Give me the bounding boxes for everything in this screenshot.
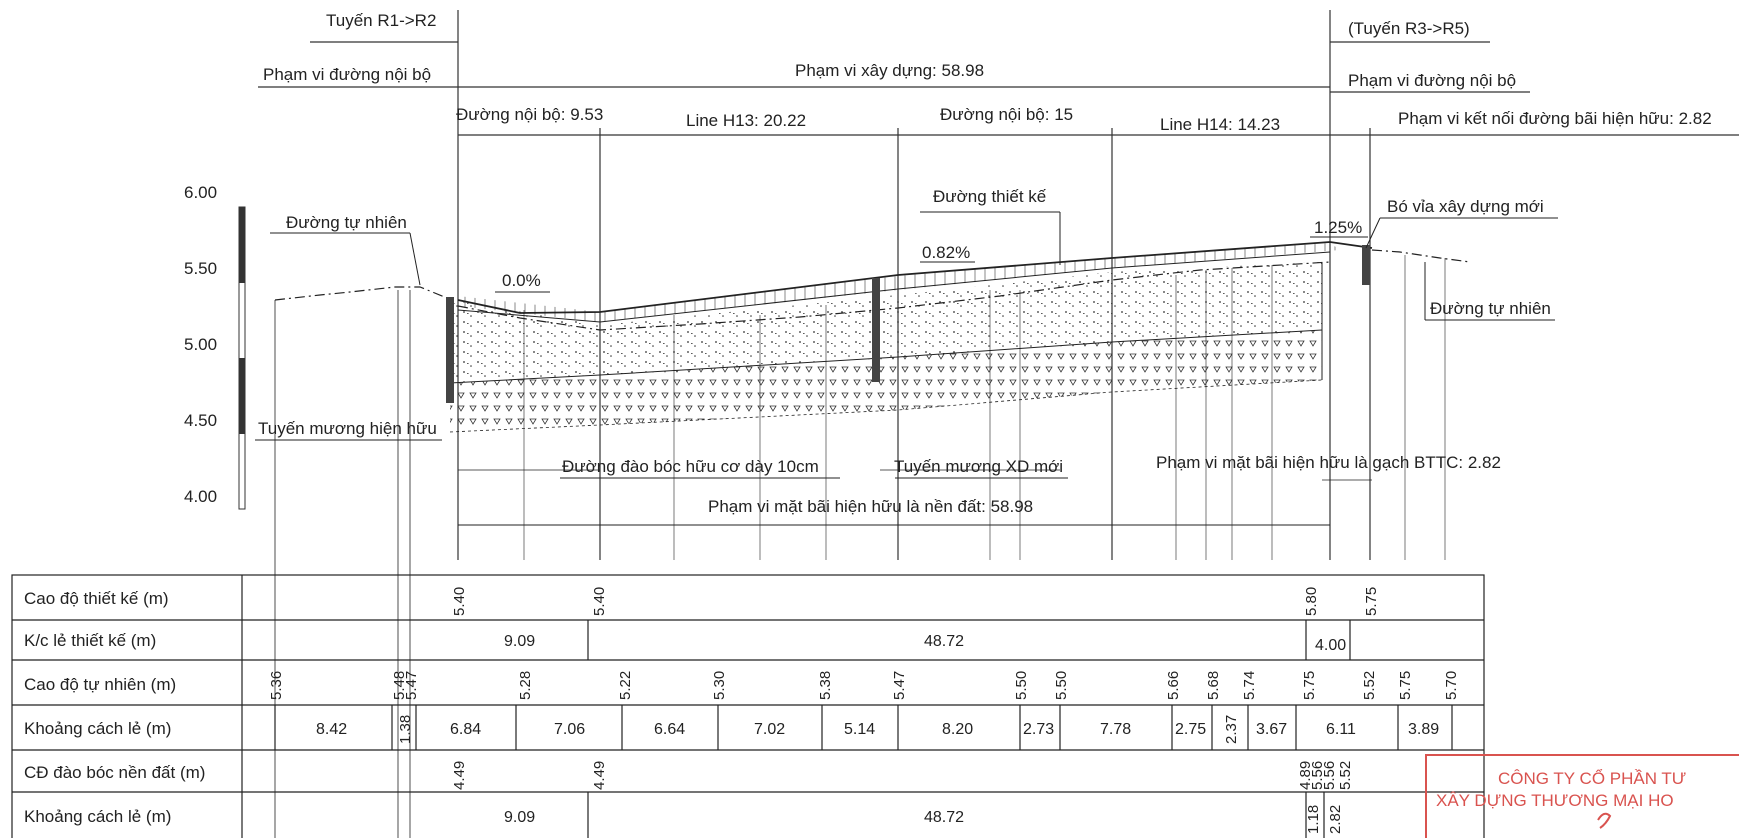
natural-elevation-values: 5.36 5.48 5.47 5.28 5.22 5.30 5.38 5.47 …: [268, 671, 1460, 700]
stamp-mark-icon: [1598, 814, 1610, 828]
construction-range-label: Phạm vi xây dựng: 58.98: [795, 61, 984, 80]
table-cell: 2.75: [1175, 721, 1206, 738]
table-cell: 48.72: [924, 809, 964, 826]
table-cell: 5.68: [1205, 671, 1222, 700]
table-cell: 5.56: [1321, 761, 1338, 790]
data-table: [12, 575, 1484, 838]
table-cell: 4.49: [451, 761, 468, 790]
stamp-line-2: XÂY DỰNG THƯƠNG MẠI HO: [1436, 791, 1674, 810]
row-strip-distance-label: Khoảng cách lẻ (m): [24, 807, 171, 826]
scale-label: 4.50: [184, 411, 217, 430]
strip-elevation-values: 4.49 4.49 4.89 5.56 5.56 5.52: [451, 761, 1354, 790]
table-cell: 2.82: [1327, 805, 1344, 834]
table-cell: 5.30: [711, 671, 728, 700]
table-cell: 5.75: [1397, 671, 1414, 700]
table-cell: 4.49: [591, 761, 608, 790]
elevation-scale-bar: [239, 207, 245, 509]
table-cell: 6.64: [654, 721, 685, 738]
table-cell: 5.28: [517, 671, 534, 700]
table-cell: 6.84: [450, 721, 481, 738]
design-elevation-values: 5.40 5.40 5.80 5.75: [451, 587, 1380, 616]
table-cell: 5.75: [1363, 587, 1380, 616]
internal-road-right-label: Phạm vi đường nội bộ: [1348, 71, 1516, 90]
table-cell: 4.00: [1315, 637, 1346, 654]
design-road-label: Đường thiết kế: [933, 187, 1047, 206]
natural-road-left-label: Đường tự nhiên: [286, 213, 407, 232]
table-cell: 2.37: [1223, 715, 1240, 744]
table-cell: 1.18: [1305, 805, 1322, 834]
table-cell: 5.52: [1337, 761, 1354, 790]
strip-distance-values: 9.09 48.72 1.18 2.82: [504, 805, 1344, 834]
scale-labels: 6.00 5.50 5.00 4.50 4.00: [184, 183, 217, 506]
line-h14-label: Line H14: 14.23: [1160, 115, 1280, 134]
slope-082-label: 0.82%: [922, 243, 970, 262]
new-curb-label: Bó vỉa xây dựng mới: [1387, 197, 1544, 216]
internal-road-left-label: Phạm vi đường nội bộ: [263, 65, 431, 84]
table-cell: 5.50: [1013, 671, 1030, 700]
table-cell: 5.40: [451, 587, 468, 616]
road-15-label: Đường nội bộ: 15: [940, 105, 1073, 124]
row-design-distance-label: K/c lẻ thiết kế (m): [24, 631, 156, 650]
table-cell: 3.67: [1256, 721, 1287, 738]
scale-label: 6.00: [184, 183, 217, 202]
table-row-labels: Cao độ thiết kế (m) K/c lẻ thiết kế (m) …: [24, 589, 205, 826]
table-cell: 5.75: [1301, 671, 1318, 700]
stripping-label: Đường đào bóc hữu cơ dày 10cm: [562, 457, 819, 476]
design-distance-values: 9.09 48.72 4.00: [504, 633, 1346, 654]
table-cell: 5.47: [403, 671, 420, 700]
row-natural-elevation-label: Cao độ tự nhiên (m): [24, 675, 176, 694]
table-cell: 5.14: [844, 721, 875, 738]
table-cell: 5.40: [591, 587, 608, 616]
natural-distance-values: 8.42 1.38 6.84 7.06 6.64 7.02 5.14 8.20 …: [316, 715, 1439, 744]
scale-label: 4.00: [184, 487, 217, 506]
table-cell: 5.52: [1361, 671, 1378, 700]
table-cell: 1.38: [397, 715, 414, 744]
new-ditch-label: Tuyến mương XD mới: [894, 457, 1063, 476]
table-cell: 5.66: [1165, 671, 1182, 700]
row-natural-distance-label: Khoảng cách lẻ (m): [24, 719, 171, 738]
natural-road-right-label: Đường tự nhiên: [1430, 299, 1551, 318]
table-cell: 9.09: [504, 633, 535, 650]
table-cell: 5.50: [1053, 671, 1070, 700]
scale-label: 5.50: [184, 259, 217, 278]
table-cell: 5.74: [1241, 671, 1258, 700]
table-cell: 7.78: [1100, 721, 1131, 738]
table-cell: 9.09: [504, 809, 535, 826]
earth-surface-label: Phạm vi mặt bãi hiện hữu là nền đất: 58.…: [708, 497, 1033, 516]
scale-label: 5.00: [184, 335, 217, 354]
table-cell: 8.42: [316, 721, 347, 738]
table-cell: 48.72: [924, 633, 964, 650]
line-h13-label: Line H13: 20.22: [686, 111, 806, 130]
row-design-elevation-label: Cao độ thiết kế (m): [24, 589, 169, 608]
layer-fill: [450, 243, 1340, 432]
stamp-line-1: CÔNG TY CỔ PHẦN TƯ: [1498, 769, 1686, 788]
table-cell: 5.70: [1443, 671, 1460, 700]
table-cell: 2.73: [1023, 721, 1054, 738]
top-labels: Tuyến R1->R2 (Tuyến R3->R5) Phạm vi đườn…: [263, 11, 1712, 134]
table-cell: 6.11: [1326, 721, 1356, 738]
table-cell: 5.36: [268, 671, 285, 700]
brick-surface-label: Phạm vi mặt bãi hiện hữu là gạch BTTC: 2…: [1156, 453, 1501, 472]
table-cell: 8.20: [942, 721, 973, 738]
existing-ditch-label: Tuyến mương hiện hữu: [258, 419, 437, 438]
road-953-label: Đường nội bộ: 9.53: [456, 105, 603, 124]
table-cell: 5.80: [1303, 587, 1320, 616]
table-cell: 5.38: [817, 671, 834, 700]
table-cell: 5.47: [891, 671, 908, 700]
row-strip-elevation-label: CĐ đào bóc nền đất (m): [24, 763, 205, 782]
company-stamp: CÔNG TY CỔ PHẦN TƯ XÂY DỰNG THƯƠNG MẠI H…: [1426, 755, 1739, 838]
slope-125-label: 1.25%: [1314, 218, 1362, 237]
table-cell: 7.02: [754, 721, 785, 738]
route-left-label: Tuyến R1->R2: [326, 11, 436, 30]
table-cell: 5.22: [617, 671, 634, 700]
table-cell: 3.89: [1408, 721, 1439, 738]
connection-range-label: Phạm vi kết nối đường bãi hiện hữu: 2.82: [1398, 109, 1712, 128]
table-cell: 7.06: [554, 721, 585, 738]
slope-0-label: 0.0%: [502, 271, 541, 290]
route-right-label: (Tuyến R3->R5): [1348, 19, 1470, 38]
